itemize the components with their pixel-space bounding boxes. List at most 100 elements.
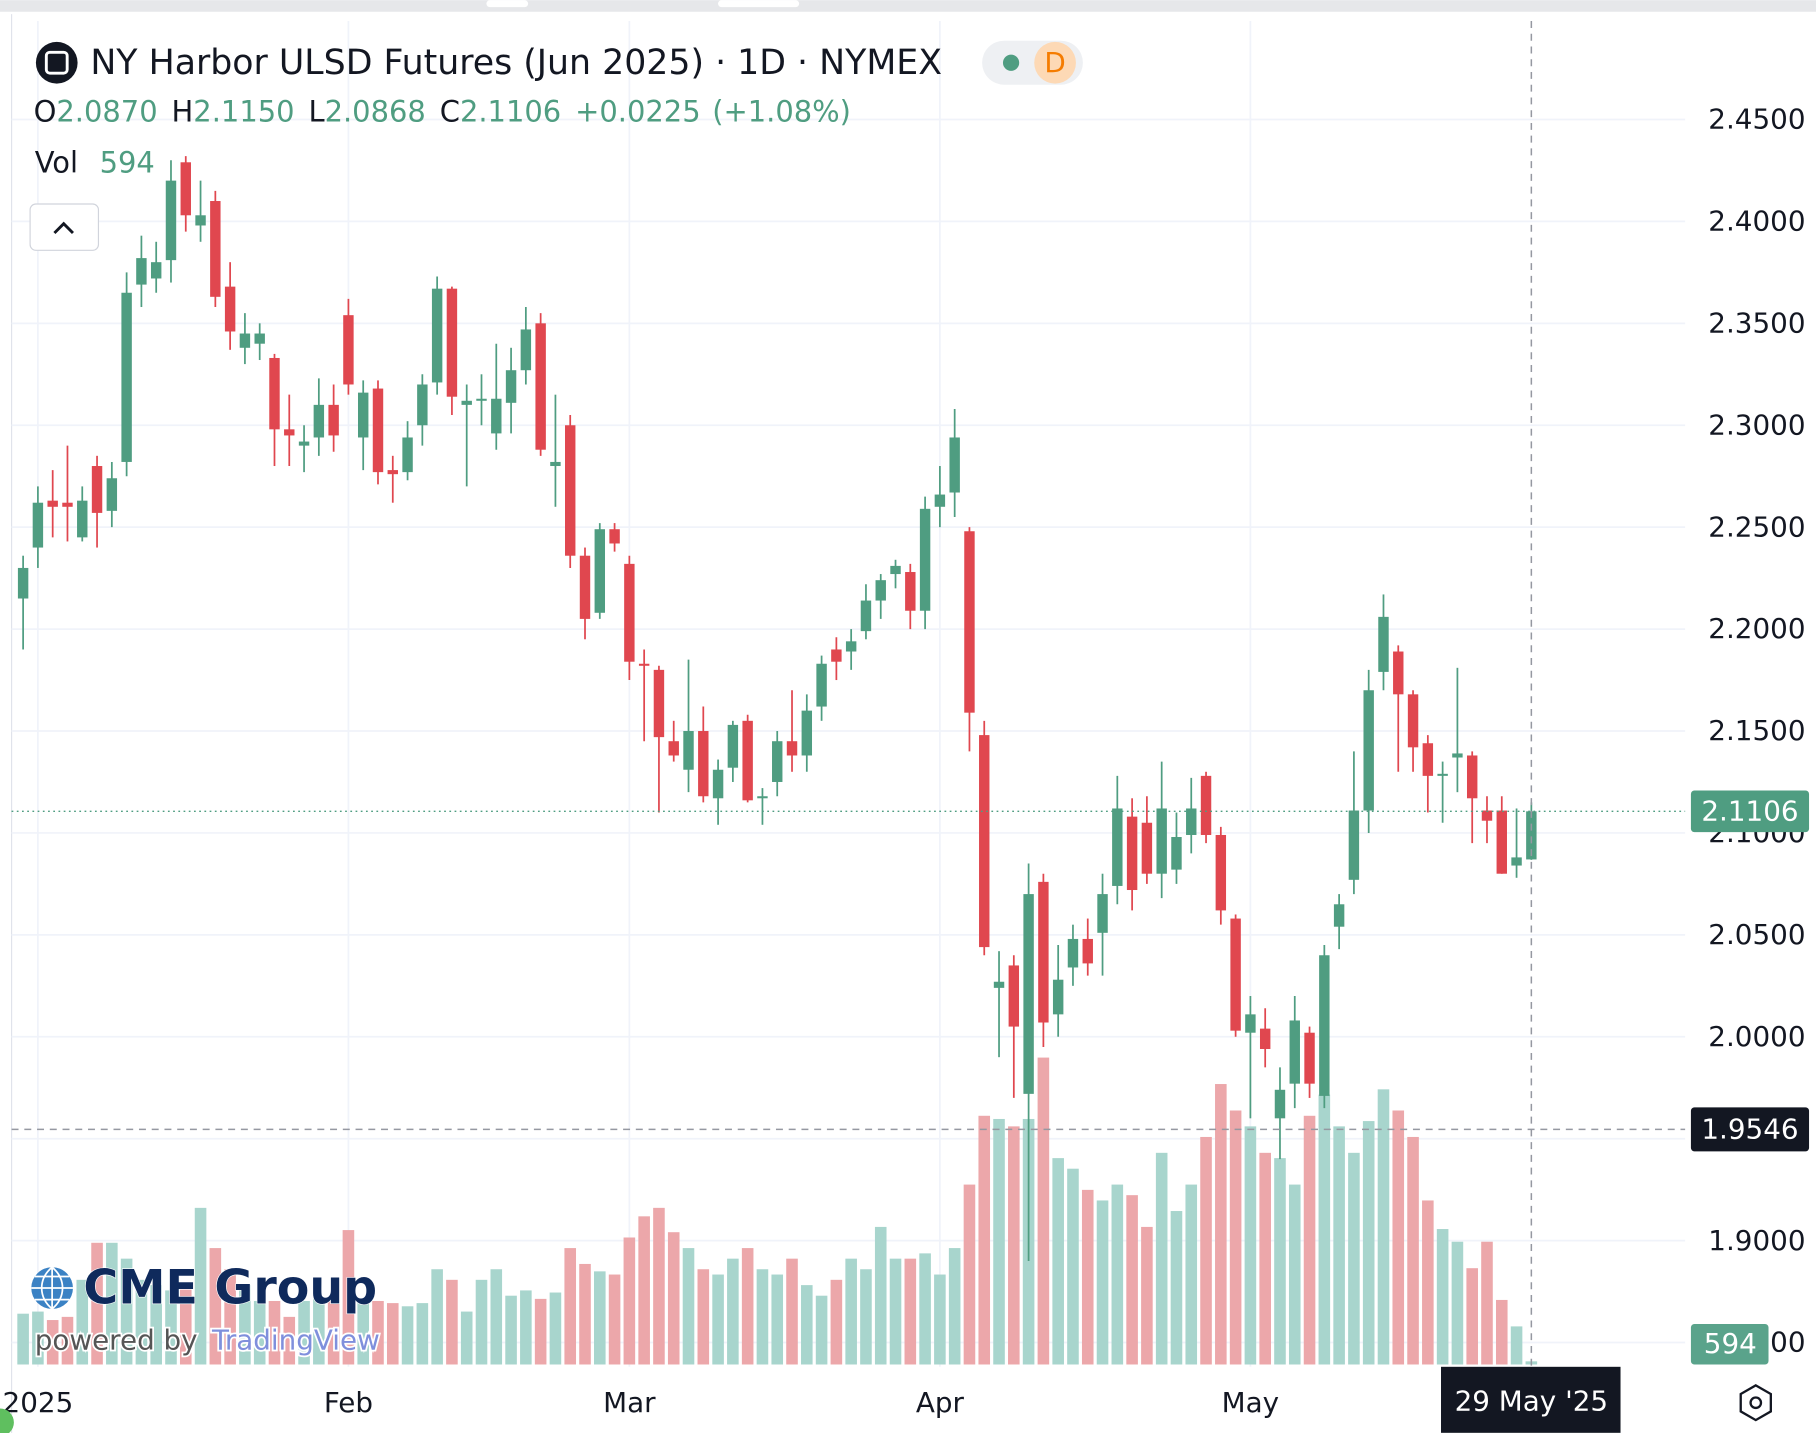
legend-value: 2.1150 <box>193 95 294 129</box>
crosshair-price-label: 1.9546 <box>1701 1112 1798 1145</box>
settings-icon-center <box>1749 1396 1763 1410</box>
volume-bar <box>106 1242 118 1365</box>
candle-body <box>1141 822 1153 874</box>
x-tick-label: Feb <box>324 1386 373 1419</box>
volume-bar <box>460 1311 473 1365</box>
volume-bar <box>386 1303 399 1365</box>
volume-bar <box>860 1269 872 1365</box>
candle-body <box>550 461 561 467</box>
volume-bar <box>165 1290 177 1365</box>
candle-body <box>505 370 517 403</box>
badge-bg <box>1034 41 1076 84</box>
candle-body <box>476 398 487 401</box>
ohlc-legend: O2.0870 H2.1150 L2.0868 C2.1106 +0.0225 (+1.0… <box>34 95 851 129</box>
badge: D <box>1044 46 1065 79</box>
volume-bar <box>549 1292 562 1365</box>
volume-bar <box>874 1226 887 1365</box>
volume-bar <box>224 1269 236 1365</box>
candle-body <box>1481 810 1493 821</box>
volume-layer <box>17 1057 1538 1365</box>
volume-bar <box>786 1258 798 1365</box>
candle-body <box>786 741 798 756</box>
candle-body <box>668 741 679 756</box>
candle-body <box>32 502 44 548</box>
volume-bar <box>653 1207 665 1365</box>
candle-body <box>254 333 265 344</box>
last-price-box <box>1690 790 1810 833</box>
volume-bar <box>298 1300 310 1365</box>
brand: CME Group <box>83 1260 377 1315</box>
volume-bar <box>209 1248 222 1365</box>
volume-bar <box>904 1258 917 1365</box>
x-tick-label: Apr <box>916 1386 965 1419</box>
volume-bar <box>963 1184 976 1365</box>
legend-value: 2.0868 <box>325 95 426 129</box>
volume-bar <box>1185 1184 1198 1365</box>
volume-bar <box>91 1242 103 1365</box>
candle-body <box>905 572 916 611</box>
volume-bar <box>401 1306 414 1365</box>
candle-body <box>801 710 813 756</box>
volume-bar <box>1274 1158 1286 1365</box>
volume-bar <box>667 1232 680 1365</box>
volume-bar <box>1288 1184 1301 1365</box>
collapse-button[interactable] <box>29 203 100 251</box>
candle-body <box>1452 753 1463 758</box>
settings-icon[interactable] <box>1739 1384 1772 1422</box>
candle-layer <box>17 156 1537 1262</box>
candle-body <box>1052 979 1064 1015</box>
candle-body <box>195 215 206 226</box>
y-tick-label: 2.2000 <box>1708 612 1805 645</box>
candle-body <box>491 398 502 434</box>
candle-body <box>446 288 458 397</box>
candle-body <box>609 529 620 544</box>
volume-bar <box>253 1300 266 1365</box>
candle-body <box>431 288 443 383</box>
candle-body <box>520 329 532 371</box>
candle-body <box>860 600 872 632</box>
legend-key: O <box>34 95 57 129</box>
volume-bar <box>919 1253 931 1365</box>
candle-body <box>224 286 236 332</box>
y-tick-label: 2.0500 <box>1708 918 1805 951</box>
volume-bar <box>1407 1136 1419 1365</box>
legend-key: C <box>440 95 460 129</box>
candle-body <box>106 478 118 511</box>
candle-body <box>1526 811 1537 860</box>
candle-body <box>1511 857 1522 866</box>
candle-body <box>269 357 280 430</box>
volume-bar <box>268 1300 281 1365</box>
volume-bar <box>1318 1094 1331 1365</box>
volume-bar <box>830 1279 843 1365</box>
symbol-icon-glyph <box>44 50 69 75</box>
candle-body <box>875 580 886 601</box>
candle-body <box>1378 616 1389 672</box>
candle-body <box>712 769 724 799</box>
x-tick-label: 2025 <box>3 1386 74 1419</box>
volume-bar <box>1081 1189 1094 1365</box>
candle-body <box>47 500 58 507</box>
volume-bar <box>313 1298 325 1365</box>
legend-key: H <box>172 95 194 129</box>
header: NY Harbor ULSD Futures (Jun 2025) · 1D ·… <box>29 40 1083 251</box>
candle-body <box>91 466 103 513</box>
legend-value: 2.0870 <box>56 95 157 129</box>
candle-body <box>372 388 384 473</box>
candle-body <box>1023 894 1034 1094</box>
candle-body <box>772 741 783 782</box>
volume-bar <box>61 1316 74 1365</box>
y-tick-label: 2.1500 <box>1708 714 1805 747</box>
volume-legend-value: 594 <box>100 146 155 180</box>
y-tick-label: 2.0000 <box>1708 1020 1805 1053</box>
volume-bar <box>1303 1115 1316 1365</box>
candle-body <box>698 731 709 797</box>
volume-bar <box>1141 1226 1153 1365</box>
candle-body <box>387 470 398 475</box>
volume-bar <box>978 1115 991 1365</box>
corner-badge <box>0 1408 14 1433</box>
volume-bar <box>283 1316 296 1365</box>
volume-bar <box>564 1248 577 1365</box>
volume-bar <box>682 1248 695 1365</box>
candle-body <box>1319 955 1330 1096</box>
volume-bar <box>1215 1084 1227 1365</box>
